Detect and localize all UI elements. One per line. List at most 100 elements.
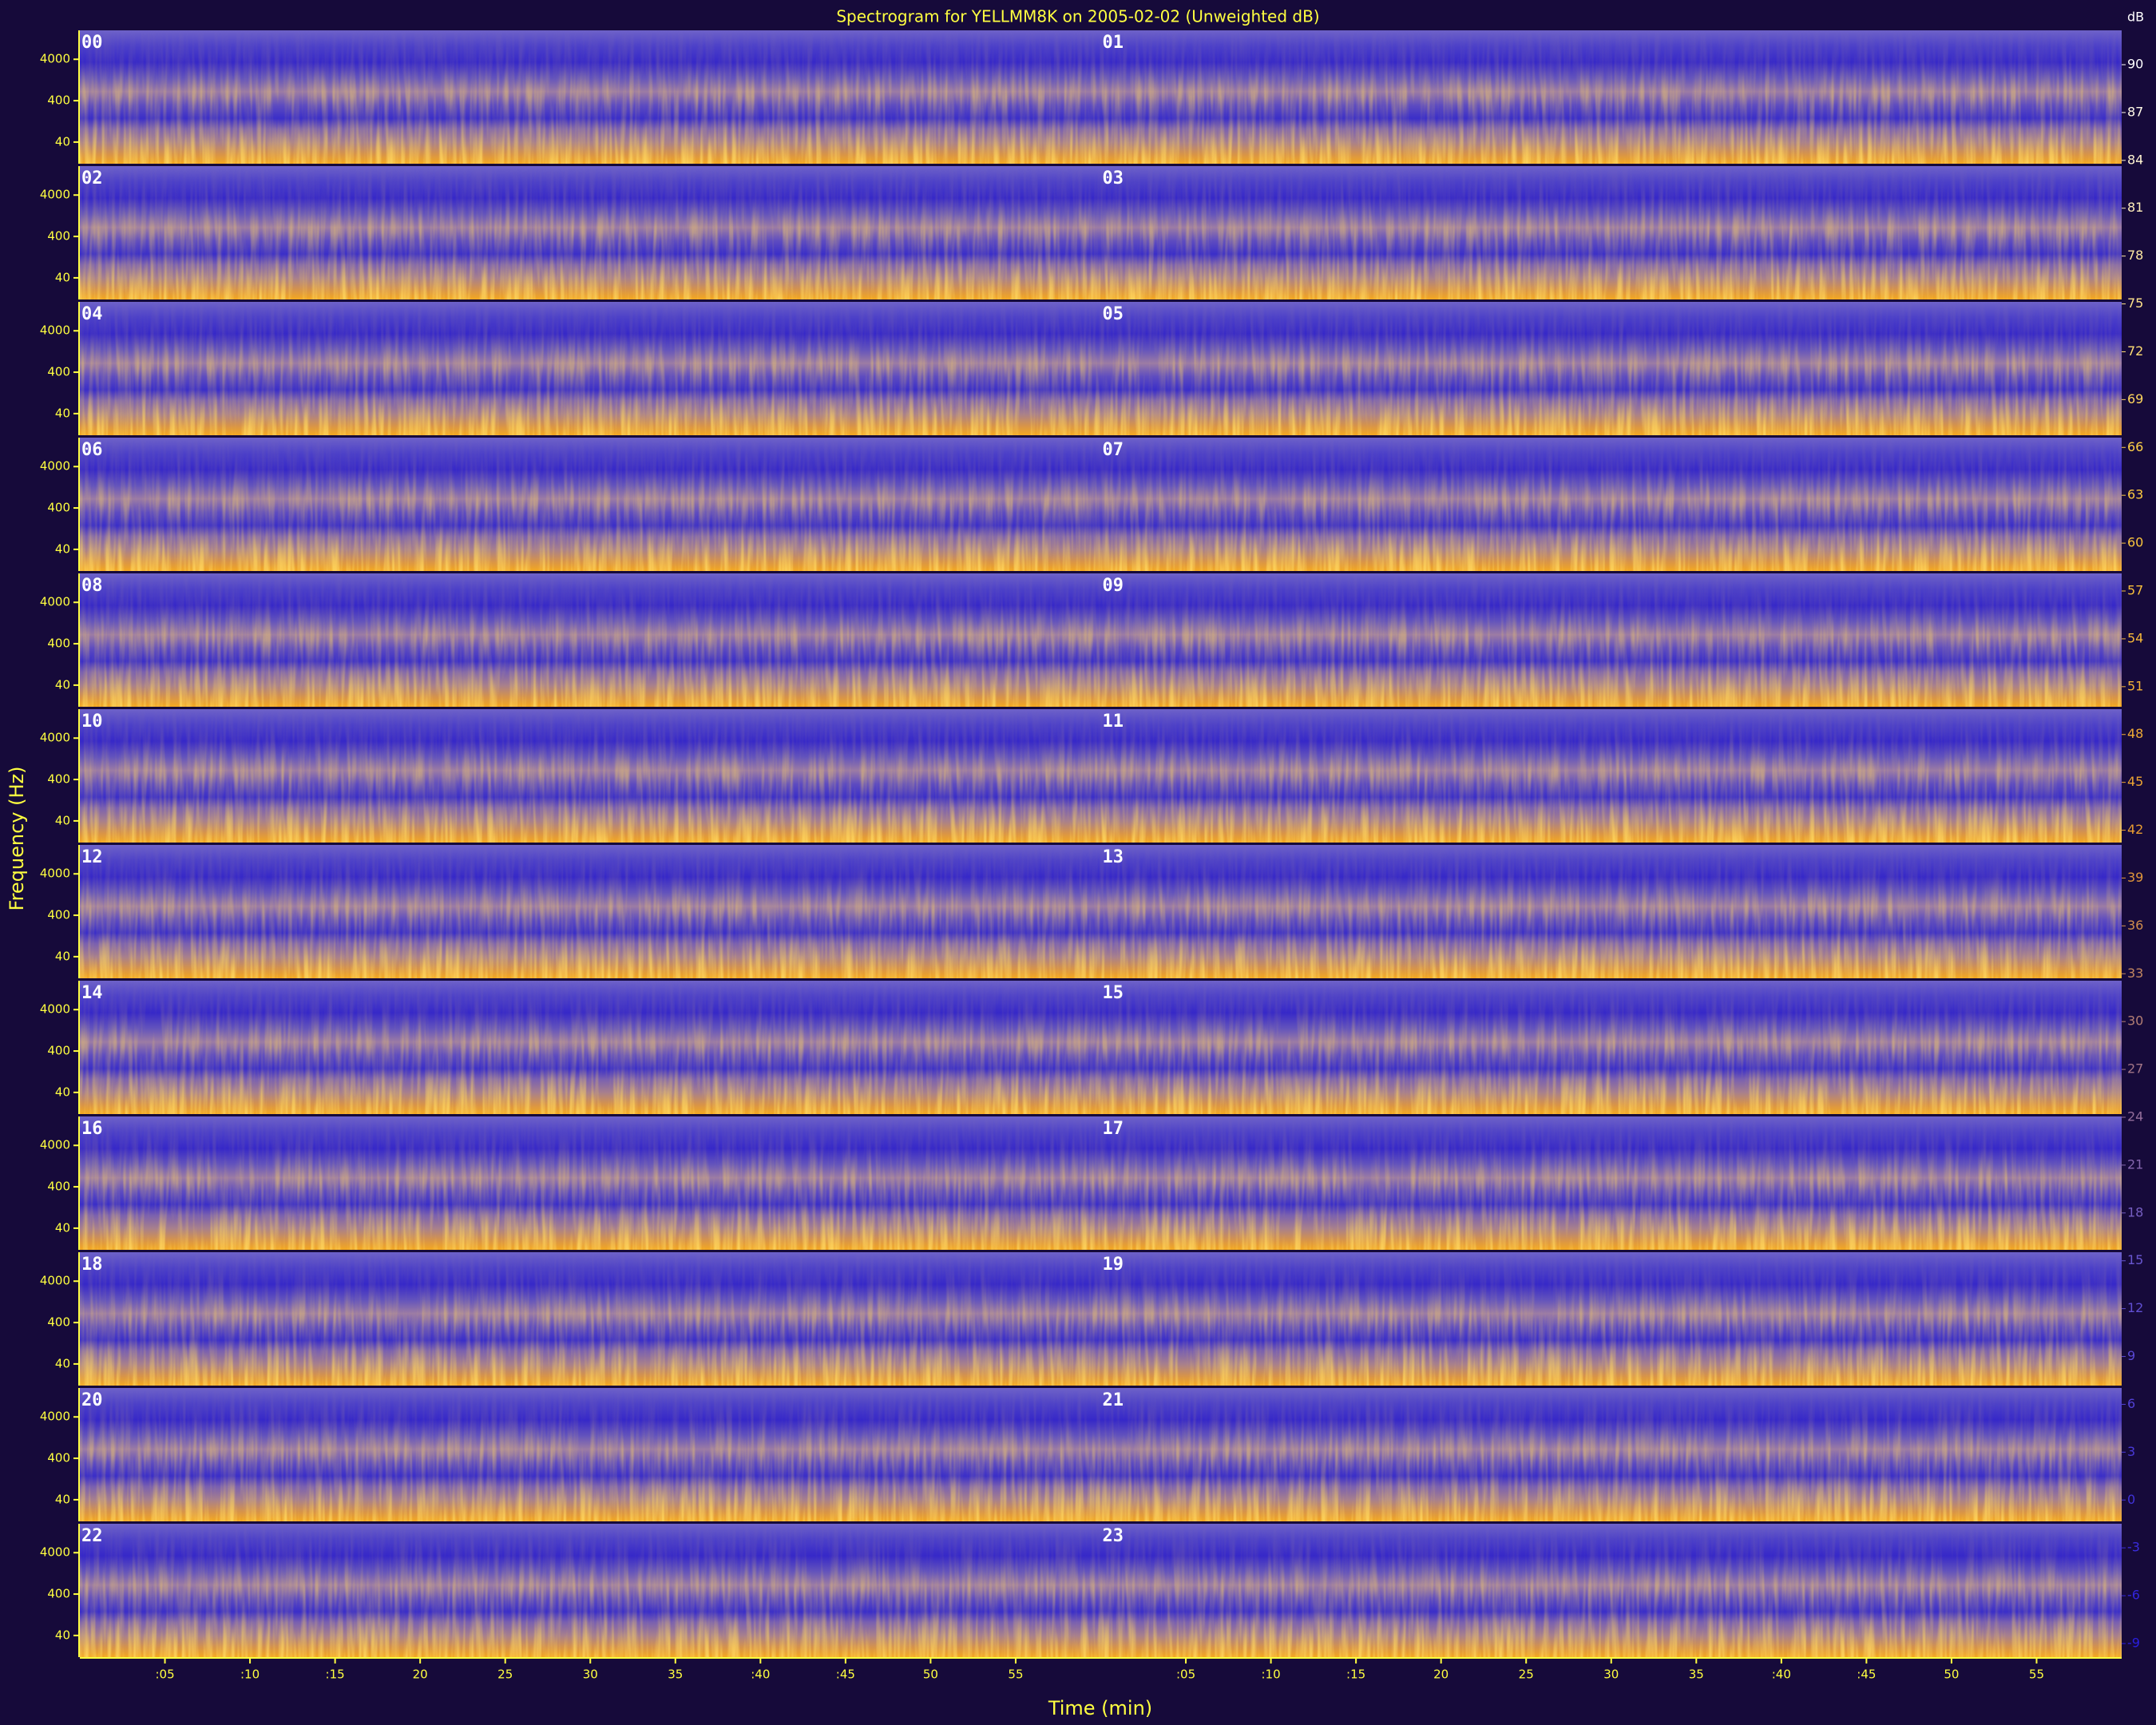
colorbar-tick-label: 15 <box>2127 1252 2143 1267</box>
y-tick-label: 4000 <box>40 1410 70 1424</box>
x-tick-label: :10 <box>1262 1668 1281 1682</box>
colorbar-tick-label: 9 <box>2127 1348 2135 1363</box>
hour-label: 17 <box>1103 1119 1124 1139</box>
colorbar-tick-label: 84 <box>2127 152 2143 167</box>
y-tick-label: 40 <box>55 1220 70 1235</box>
y-tick-label: 4000 <box>40 595 70 609</box>
y-tick-label: 400 <box>47 1315 70 1330</box>
spectrogram-texture <box>80 438 2122 571</box>
colorbar-tick-label: 6 <box>2127 1396 2135 1411</box>
y-tick-label: 4000 <box>40 1545 70 1560</box>
y-tick-label: 40 <box>55 1085 70 1099</box>
colorbar-tick-label: 78 <box>2127 248 2143 263</box>
spectrogram-texture <box>80 302 2122 435</box>
y-tick-label: 4000 <box>40 731 70 745</box>
y-tick-label: 4000 <box>40 323 70 338</box>
hour-label: 16 <box>81 1119 103 1139</box>
y-tick-label: 40 <box>55 1492 70 1506</box>
colorbar-tick-label: 75 <box>2127 295 2143 311</box>
colorbar-tick-label: 45 <box>2127 774 2143 789</box>
y-tick-label: 4000 <box>40 866 70 881</box>
x-tick-label: :05 <box>155 1668 174 1682</box>
spectrogram-texture <box>80 1116 2122 1250</box>
y-tick-label: 4000 <box>40 188 70 202</box>
y-tick-label: 40 <box>55 949 70 963</box>
x-tick-label: 35 <box>1689 1668 1704 1682</box>
y-tick-label: 400 <box>47 1044 70 1058</box>
colorbar-tick-label: 30 <box>2127 1013 2143 1029</box>
x-tick-label: :15 <box>1346 1668 1365 1682</box>
colorbar-tick-label: 36 <box>2127 918 2143 933</box>
y-tick-label: 40 <box>55 1628 70 1642</box>
y-tick-label: 4000 <box>40 1138 70 1152</box>
y-tick-label: 40 <box>55 134 70 149</box>
colorbar-tick-label: 21 <box>2127 1156 2143 1172</box>
hour-label: 18 <box>81 1255 103 1275</box>
x-tick-label: :40 <box>1772 1668 1791 1682</box>
y-tick-label: 400 <box>47 1587 70 1601</box>
colorbar-tick-label: 18 <box>2127 1204 2143 1219</box>
y-tick-label: 400 <box>47 93 70 108</box>
spectrogram-texture <box>80 30 2122 164</box>
hour-label: 04 <box>81 304 103 324</box>
hour-label: 19 <box>1103 1255 1124 1275</box>
x-tick-label: 50 <box>923 1668 938 1682</box>
x-tick-label: 35 <box>668 1668 683 1682</box>
colorbar-tick-label: 48 <box>2127 726 2143 741</box>
y-tick-label: 400 <box>47 1451 70 1465</box>
spectrogram-texture <box>80 1524 2122 1657</box>
colorbar-tick-label: 81 <box>2127 200 2143 215</box>
y-axis-title: Frequency (Hz) <box>6 767 28 911</box>
hour-label: 20 <box>81 1390 103 1410</box>
colorbar-tick-label: 27 <box>2127 1061 2143 1077</box>
colorbar-tick-label: 54 <box>2127 630 2143 645</box>
colorbar-tick-label: -6 <box>2127 1588 2140 1603</box>
y-tick-label: 400 <box>47 636 70 651</box>
x-tick-label: 20 <box>1433 1668 1449 1682</box>
spectrogram-texture <box>80 1252 2122 1386</box>
colorbar-tick-label: 39 <box>2127 870 2143 885</box>
hour-label: 09 <box>1103 576 1124 596</box>
colorbar-tick-label: 60 <box>2127 535 2143 550</box>
colorbar-tick-label: 42 <box>2127 822 2143 837</box>
x-tick-label: :05 <box>1176 1668 1195 1682</box>
spectrogram-texture <box>80 845 2122 978</box>
y-tick-label: 400 <box>47 501 70 515</box>
colorbar-tick-label: 3 <box>2127 1444 2135 1459</box>
hour-label: 08 <box>81 576 103 596</box>
x-tick-label: :45 <box>1857 1668 1876 1682</box>
x-tick-label: :45 <box>836 1668 855 1682</box>
y-tick-label: 40 <box>55 1356 70 1370</box>
hour-label: 15 <box>1103 983 1124 1003</box>
hour-label: 00 <box>81 33 103 53</box>
y-tick-label: 4000 <box>40 459 70 474</box>
y-tick-label: 400 <box>47 908 70 922</box>
hour-label: 23 <box>1103 1526 1124 1546</box>
colorbar-tick-label: 24 <box>2127 1109 2143 1124</box>
x-tick-label: 30 <box>1603 1668 1619 1682</box>
x-tick-label: :10 <box>240 1668 260 1682</box>
x-tick-label: 55 <box>2029 1668 2044 1682</box>
spectrogram-texture <box>80 573 2122 707</box>
x-tick-label: 50 <box>1944 1668 1959 1682</box>
colorbar-tick-label: 87 <box>2127 104 2143 119</box>
x-tick-label: 25 <box>1519 1668 1534 1682</box>
y-tick-label: 40 <box>55 270 70 284</box>
y-tick-label: 40 <box>55 541 70 556</box>
y-tick-label: 4000 <box>40 52 70 66</box>
colorbar-tick-label: 33 <box>2127 966 2143 981</box>
y-tick-label: 4000 <box>40 1274 70 1288</box>
hour-label: 05 <box>1103 304 1124 324</box>
colorbar-tick-label: -3 <box>2127 1540 2140 1555</box>
colorbar-tick-label: 69 <box>2127 391 2143 406</box>
colorbar-tick-label: 12 <box>2127 1300 2143 1315</box>
x-tick-label: 25 <box>497 1668 513 1682</box>
x-tick-label: 55 <box>1008 1668 1023 1682</box>
hour-label: 22 <box>81 1526 103 1546</box>
colorbar-tick-label: 66 <box>2127 439 2143 454</box>
y-tick-label: 40 <box>55 406 70 420</box>
hour-label: 10 <box>81 712 103 732</box>
spectrogram-texture <box>80 166 2122 299</box>
hour-label: 21 <box>1103 1390 1124 1410</box>
